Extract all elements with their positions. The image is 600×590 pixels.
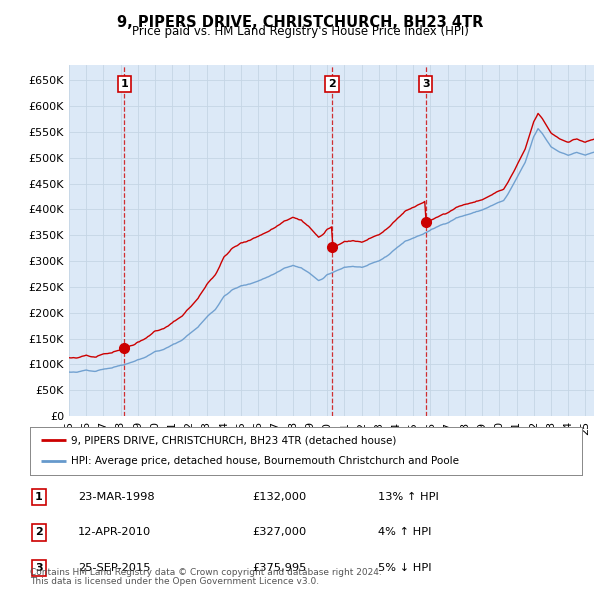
Text: 2: 2 xyxy=(35,527,43,537)
Text: 12-APR-2010: 12-APR-2010 xyxy=(78,527,151,537)
Text: 3: 3 xyxy=(35,563,43,573)
Text: 3: 3 xyxy=(422,79,430,89)
Text: Price paid vs. HM Land Registry's House Price Index (HPI): Price paid vs. HM Land Registry's House … xyxy=(131,25,469,38)
Text: £132,000: £132,000 xyxy=(252,492,306,502)
Text: 5% ↓ HPI: 5% ↓ HPI xyxy=(378,563,431,573)
Text: This data is licensed under the Open Government Licence v3.0.: This data is licensed under the Open Gov… xyxy=(30,577,319,586)
Text: £327,000: £327,000 xyxy=(252,527,306,537)
Text: 1: 1 xyxy=(35,492,43,502)
Text: £375,995: £375,995 xyxy=(252,563,307,573)
Text: 4% ↑ HPI: 4% ↑ HPI xyxy=(378,527,431,537)
Text: Contains HM Land Registry data © Crown copyright and database right 2024.: Contains HM Land Registry data © Crown c… xyxy=(30,568,382,576)
Text: 2: 2 xyxy=(328,79,336,89)
Text: 23-MAR-1998: 23-MAR-1998 xyxy=(78,492,155,502)
Text: 1: 1 xyxy=(121,79,128,89)
Text: 25-SEP-2015: 25-SEP-2015 xyxy=(78,563,151,573)
Text: 9, PIPERS DRIVE, CHRISTCHURCH, BH23 4TR: 9, PIPERS DRIVE, CHRISTCHURCH, BH23 4TR xyxy=(117,15,483,30)
Text: 9, PIPERS DRIVE, CHRISTCHURCH, BH23 4TR (detached house): 9, PIPERS DRIVE, CHRISTCHURCH, BH23 4TR … xyxy=(71,435,397,445)
Text: 13% ↑ HPI: 13% ↑ HPI xyxy=(378,492,439,502)
Text: HPI: Average price, detached house, Bournemouth Christchurch and Poole: HPI: Average price, detached house, Bour… xyxy=(71,457,460,467)
